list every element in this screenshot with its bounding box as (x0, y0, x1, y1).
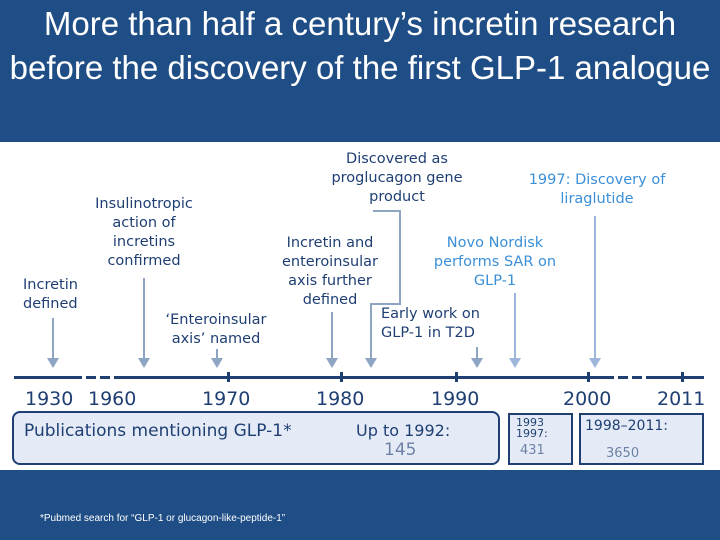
event-line: ‘Enteroinsular (165, 312, 267, 328)
event-line: GLP-1 in T2D (381, 325, 475, 341)
year-label: 2011 (657, 388, 706, 410)
timeline-axis (14, 376, 82, 379)
event-line: Early work on (381, 306, 480, 322)
event-line: GLP-1 (473, 273, 517, 289)
event-proglucagon: Discovered as proglucagon gene product (322, 150, 472, 207)
axis-tick (455, 372, 458, 382)
arrow-head (47, 358, 59, 368)
axis-tick (340, 372, 343, 382)
year-label: 1990 (431, 388, 480, 410)
arrow-head (509, 358, 521, 368)
period1-label: Up to 1992: (356, 421, 451, 440)
event-line: confirmed (107, 253, 181, 269)
event-enteroinsular: ‘Enteroinsular axis’ named (158, 311, 274, 349)
timeline-break (100, 376, 110, 379)
event-line: axis further (288, 273, 372, 289)
year-label: 1930 (25, 388, 74, 410)
connector-line (143, 278, 145, 358)
event-line: 1997: Discovery of (528, 172, 666, 188)
event-incretin-axis: Incretin and enteroinsular axis further … (272, 234, 388, 310)
connector-line (331, 312, 333, 358)
event-line: incretins (112, 234, 176, 250)
connector-line (476, 347, 478, 358)
period3-label: 1998–2011: (585, 418, 668, 434)
year-label: 1980 (316, 388, 365, 410)
arrow-head (471, 358, 483, 368)
event-line: defined (302, 292, 358, 308)
period2-count: 431 (520, 443, 545, 458)
period3-count: 3650 (606, 446, 640, 461)
timeline-break (618, 376, 628, 379)
period1-count: 145 (384, 440, 417, 460)
period3-box (579, 413, 704, 465)
event-line: product (369, 189, 425, 205)
connector-line (514, 293, 516, 358)
connector-line (373, 210, 401, 212)
event-line: action of (112, 215, 176, 231)
event-incretin-defined: Incretin defined (23, 276, 78, 314)
connector-line (370, 303, 401, 305)
connector-line (594, 216, 596, 358)
year-label: 1960 (88, 388, 137, 410)
connector-line (52, 318, 54, 358)
arrow-head (365, 358, 377, 368)
slide-title: More than half a century’s incretin rese… (9, 5, 711, 86)
period2-label-b: 1997: (516, 427, 548, 440)
event-line: performs SAR on (433, 254, 557, 270)
event-liraglutide: 1997: Discovery of liraglutide (512, 171, 682, 209)
event-line: defined (23, 296, 78, 312)
axis-tick (227, 372, 230, 382)
event-early-work: Early work on GLP-1 in T2D (381, 305, 480, 343)
timeline-axis (646, 376, 704, 379)
year-label: 2000 (563, 388, 612, 410)
period2-label-a: 1993 (516, 416, 544, 429)
connector-line (216, 349, 218, 358)
year-label: 1970 (202, 388, 251, 410)
footnote: *Pubmed search for “GLP-1 or glucagon-li… (40, 513, 286, 524)
event-line: axis’ named (171, 331, 261, 347)
axis-tick (681, 372, 684, 382)
event-line: Discovered as (346, 151, 448, 167)
event-line: proglucagon gene (331, 170, 463, 186)
publications-box (12, 411, 500, 465)
event-novo-sar: Novo Nordisk performs SAR on GLP-1 (420, 234, 570, 291)
period2-box (508, 413, 573, 465)
timeline-axis (114, 376, 614, 379)
arrow-head (138, 358, 150, 368)
connector-line (370, 303, 372, 358)
event-line: Incretin and (286, 235, 374, 251)
event-line: enteroinsular (281, 254, 379, 270)
arrow-head (589, 358, 601, 368)
event-line: liraglutide (560, 191, 634, 207)
arrow-head (211, 358, 223, 368)
timeline-break (86, 376, 96, 379)
arrow-head (326, 358, 338, 368)
publications-label: Publications mentioning GLP-1* (24, 421, 292, 441)
event-line: Insulinotropic (95, 196, 193, 212)
event-insulinotropic: Insulinotropic action of incretins confi… (86, 195, 202, 271)
event-line: Incretin (23, 277, 78, 293)
timeline-break (632, 376, 642, 379)
connector-line (399, 210, 401, 305)
event-line: Novo Nordisk (446, 235, 544, 251)
axis-tick (587, 372, 590, 382)
